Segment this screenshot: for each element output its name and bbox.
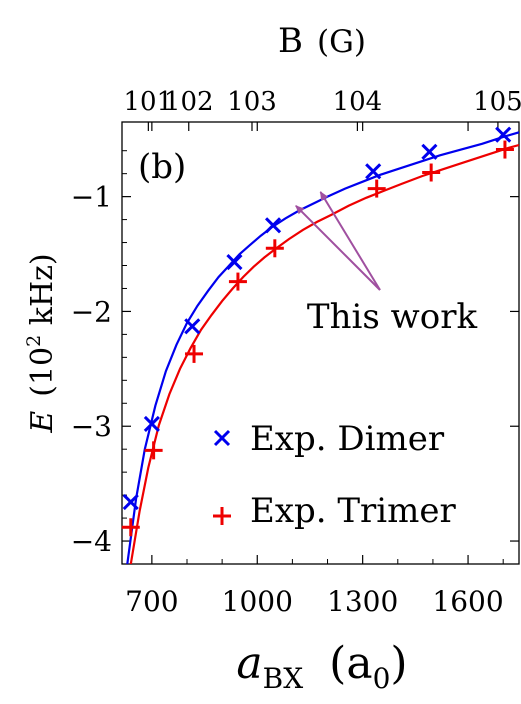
annotation-layer — [295, 191, 381, 291]
trimer-point — [265, 239, 284, 258]
top-axis-label-main: B — [278, 21, 303, 61]
marker-stroke-b — [122, 493, 139, 511]
legend-stroke-b — [213, 429, 231, 447]
legend-label-trimer: Exp. Trimer — [250, 491, 457, 531]
y-axis-label-var: E — [25, 411, 60, 434]
top-axis-label: B (G) — [278, 21, 366, 61]
dimer-point — [495, 126, 512, 143]
marker-stroke-b — [495, 126, 512, 143]
plot-frame — [121, 121, 520, 565]
trimer-point — [144, 441, 163, 460]
y-tick-label: −2 — [71, 295, 112, 328]
y-tick-label: −1 — [71, 181, 112, 214]
marker-stroke-b — [226, 254, 243, 271]
y-axis-label-unit-exp: 2 — [23, 335, 45, 347]
x-axis-label: aBX (a0) — [236, 638, 407, 695]
x-axis-label-unit-close: ) — [390, 638, 407, 689]
legend-marker-dimer — [213, 429, 231, 447]
panel-label: (b) — [138, 147, 186, 187]
dimer-point — [421, 143, 438, 160]
top-tick-label: 105 — [473, 87, 521, 117]
x-tick-label: 1600 — [432, 585, 503, 618]
x-axis-label-main: a — [236, 638, 262, 689]
top-tick-label: 101 — [124, 87, 174, 117]
legend: Exp. Dimer Exp. Trimer — [213, 419, 457, 531]
annotation-text: This work — [307, 297, 478, 337]
x-tick-label: 1300 — [327, 585, 398, 618]
legend-marker-trimer — [213, 507, 231, 525]
y-tick-label: −3 — [71, 410, 112, 443]
marker-stroke-b — [143, 415, 160, 432]
y-axis-label: E (102 kHz) — [23, 253, 60, 433]
top-axis-label-unit: (G) — [317, 24, 366, 60]
marker-stroke-b — [365, 163, 382, 180]
trimer-point — [228, 272, 247, 291]
top-tick-label: 102 — [164, 87, 214, 117]
y-tick-label: −4 — [71, 525, 112, 558]
legend-label-dimer: Exp. Dimer — [250, 419, 445, 459]
points-layer — [121, 126, 514, 537]
x-tick-label: 1000 — [222, 585, 293, 618]
dimer-point — [143, 415, 160, 432]
x-axis-label-unit-main: (a — [329, 638, 372, 689]
annotation-arrow-1 — [319, 191, 381, 291]
x-tick-label: 700 — [125, 585, 178, 618]
dimer-point — [226, 254, 243, 271]
y-axis-label-unit-pre: (10 — [25, 347, 60, 397]
dimer-point — [265, 217, 282, 234]
trimer-point — [367, 179, 386, 198]
top-tick-label: 103 — [227, 87, 277, 117]
dimer-point — [122, 493, 139, 511]
annotation-arrow-0 — [295, 205, 381, 291]
marker-stroke-b — [421, 143, 438, 160]
trimer-point — [121, 518, 140, 537]
trimer-point — [422, 163, 441, 182]
x-axis-label-unit-sub: 0 — [373, 662, 391, 695]
x-axis-label-sub: BX — [263, 662, 304, 695]
trimer-point — [495, 140, 514, 159]
top-tick-label: 104 — [333, 87, 383, 117]
y-axis-label-unit-post: kHz) — [25, 253, 60, 334]
dimer-point — [365, 163, 382, 180]
dimer-point — [184, 318, 201, 335]
trimer-point — [185, 344, 204, 363]
marker-stroke-b — [265, 217, 282, 234]
marker-stroke-b — [184, 318, 201, 335]
